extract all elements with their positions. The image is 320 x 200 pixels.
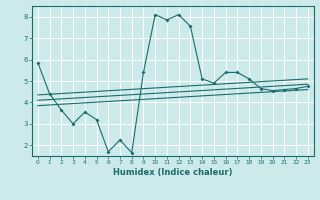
X-axis label: Humidex (Indice chaleur): Humidex (Indice chaleur) xyxy=(113,168,233,177)
